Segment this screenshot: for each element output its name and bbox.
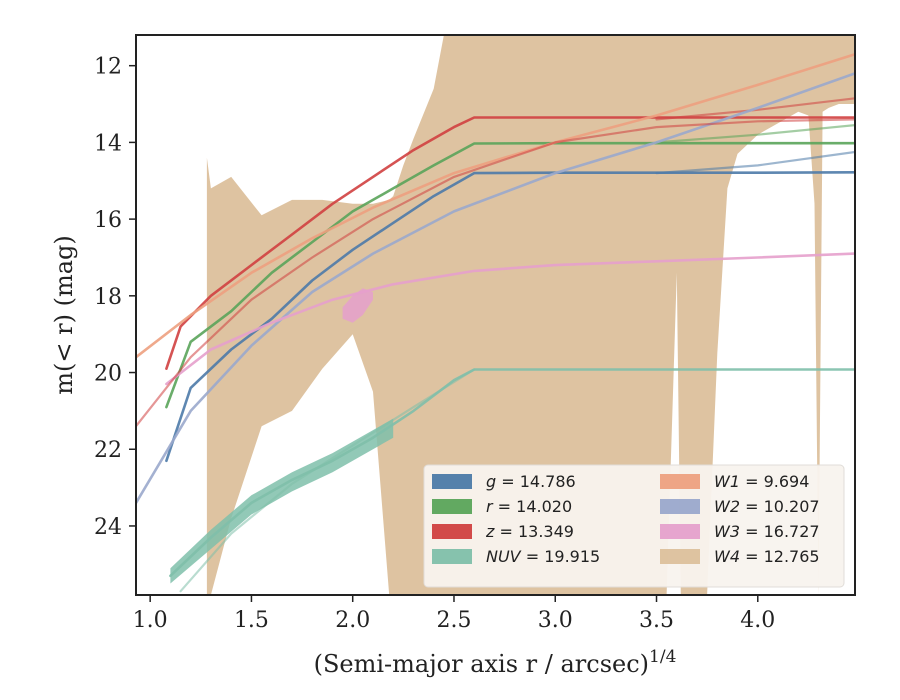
y-tick-label: 20 [94,362,122,387]
legend-entry-label: W1 = 9.694 [714,472,809,491]
legend-swatch [432,474,472,489]
x-axis-title-exponent: 1/4 [649,647,676,667]
x-tick-label: 1.5 [234,608,269,633]
y-tick-label: 18 [94,285,122,310]
legend-swatch [660,474,700,489]
series-layer [136,52,855,593]
x-tick-label: 2.0 [335,608,370,633]
legend-entry-label: r = 14.020 [486,497,572,516]
series-line-7 [179,368,476,593]
series-line-8 [136,52,855,359]
legend-entry-label: W4 = 12.765 [714,547,820,566]
legend-box [423,464,845,588]
legend-swatch [432,524,472,539]
band-1 [342,288,373,323]
series-line-10 [165,252,855,386]
legend-swatch [432,499,472,514]
series-line-11 [136,118,855,428]
legend-entry-label: W3 = 16.727 [714,522,820,541]
legend-swatch [432,549,472,564]
y-tick-label: 24 [94,515,122,540]
band-0 [206,35,855,595]
series-line-5 [655,97,855,121]
legend-entry-label: z = 13.349 [485,522,574,541]
legend-swatch [660,549,700,564]
series-line-1 [655,150,855,175]
y-tick-label: 12 [94,55,122,80]
legend-entry-label: NUV = 19.915 [486,547,600,566]
band-2 [170,418,394,584]
y-tick-label: 16 [94,208,122,233]
legend: g = 14.786 r = 14.020 z = 13.349 NUV = 19.9… [423,464,845,588]
x-tick-label: 3.5 [639,608,674,633]
x-tick-label: 3.0 [538,608,573,633]
plot-frame [135,34,856,596]
series-line-6 [169,368,855,578]
band-layer [170,35,855,595]
x-axis-title: (Semi-major axis r / arcsec)1/4 [314,647,677,678]
series-line-3 [655,123,855,144]
x-tick-label: 4.0 [740,608,775,633]
x-axis: 1.0 1.5 2.0 2.5 3.0 3.5 4.0 [133,595,775,633]
y-tick-label: 22 [94,438,122,463]
x-tick-label: 1.0 [133,608,168,633]
legend-swatch [660,499,700,514]
y-tick-label: 14 [94,131,122,156]
legend-entry-label: W2 = 10.207 [714,497,820,516]
y-axis-title: m(< r) (mag) [50,235,78,394]
x-tick-label: 2.5 [436,608,471,633]
legend-entry-label: g = 14.786 [486,472,576,491]
series-line-4 [165,116,855,371]
y-axis: 12 14 16 18 20 22 24 [94,55,136,540]
legend-swatch [660,524,700,539]
